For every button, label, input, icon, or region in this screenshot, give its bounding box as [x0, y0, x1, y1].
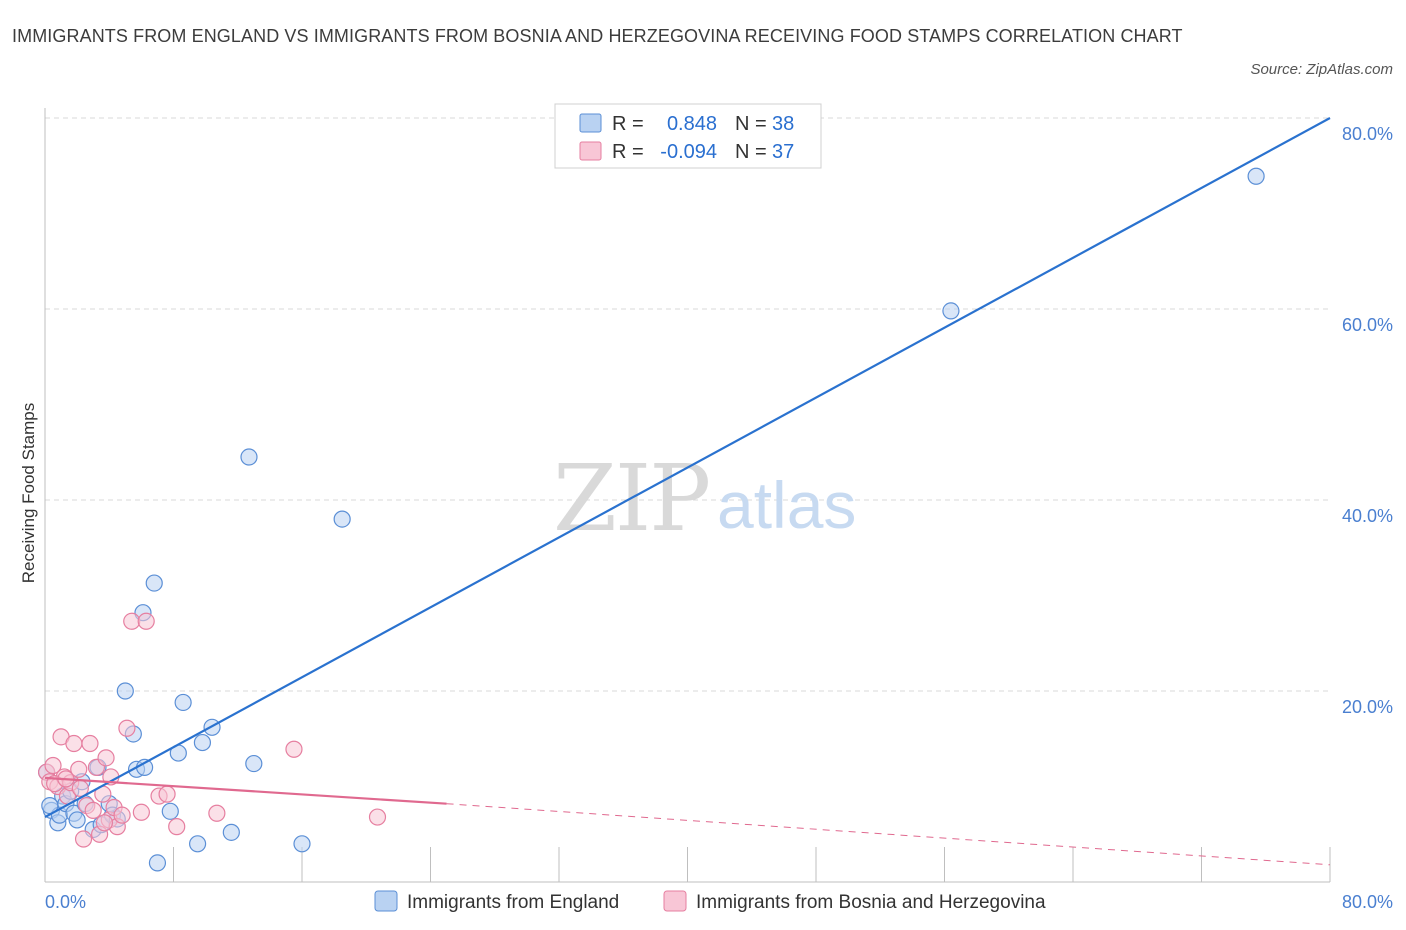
y-tick-label: 60.0% [1342, 315, 1393, 335]
legend-bosnia-swatch [663, 890, 687, 912]
england-point [293, 835, 311, 853]
stats-bosnia-r-label: R = [612, 141, 644, 163]
bosnia-point [74, 830, 93, 848]
england-point [333, 510, 351, 528]
stats-england-n-label: N = [735, 113, 767, 135]
england-point [161, 802, 179, 820]
bosnia-point [70, 760, 88, 778]
y-axis-title: Receiving Food Stamps [19, 403, 38, 583]
england-point [240, 448, 258, 466]
bosnia-point [123, 612, 141, 630]
england-point [116, 682, 134, 700]
bosnia-point [95, 814, 114, 832]
england-point [145, 574, 163, 592]
stats-england-r: 0.848 [667, 113, 717, 135]
england-point [68, 811, 86, 829]
stats-england-n: 38 [772, 113, 794, 135]
bosnia-point [44, 756, 62, 775]
grid-layer [45, 117, 1330, 692]
trend-layer [44, 117, 1331, 866]
bosnia-point [84, 801, 102, 819]
bosnia-point [208, 804, 226, 822]
legend: Immigrants from England Immigrants from … [374, 890, 1046, 913]
bosnia-point [118, 719, 136, 737]
bosnia-point [113, 806, 131, 824]
stats-bosnia-n: 37 [772, 141, 794, 163]
england-trend-line [44, 117, 1331, 819]
stats-bosnia-r: -0.094 [660, 141, 717, 163]
england-point [193, 733, 212, 752]
england-point [1247, 167, 1265, 185]
stats-england-swatch [579, 113, 602, 133]
legend-bosnia-label: Immigrants from Bosnia and Herzegovina [696, 892, 1046, 913]
watermark-atlas: atlas [717, 468, 856, 542]
chart-title: IMMIGRANTS FROM ENGLAND VS IMMIGRANTS FR… [12, 26, 1183, 46]
bosnia-point [97, 749, 115, 767]
legend-england-swatch [374, 890, 398, 912]
source-label: Source: ZipAtlas.com [1250, 61, 1393, 78]
x-tick-label-min: 0.0% [45, 892, 86, 912]
bosnia-point [285, 740, 303, 758]
england-point [942, 302, 960, 320]
legend-england-label: Immigrants from England [407, 892, 619, 913]
bosnia-point [168, 818, 186, 836]
tick-labels: 20.0% 40.0% 60.0% 80.0% 0.0% 80.0% [45, 124, 1393, 912]
y-tick-label: 80.0% [1342, 124, 1393, 144]
stats-box: R = 0.848 N = 38 R = -0.094 N = 37 [554, 103, 822, 169]
stats-bosnia-n-label: N = [735, 141, 767, 163]
bosnia-point [137, 612, 155, 630]
england-point [148, 854, 167, 872]
stats-bosnia-swatch [579, 141, 602, 161]
bosnia-trend-line [44, 776, 447, 805]
y-tick-label: 20.0% [1342, 697, 1393, 717]
bosnia-point [158, 785, 176, 803]
y-tick-label: 40.0% [1342, 506, 1393, 526]
x-tick-label-max: 80.0% [1342, 892, 1393, 912]
england-point [222, 823, 240, 841]
bosnia-point [132, 803, 150, 821]
bosnia-point [368, 808, 387, 826]
england-point [188, 835, 207, 853]
bosnia-point [81, 734, 99, 753]
stats-england-r-label: R = [612, 113, 644, 135]
bosnia-trend-extension [446, 803, 1331, 866]
bosnia-point [65, 734, 83, 753]
axis-layer [44, 108, 1331, 883]
england-point [245, 754, 263, 773]
points-layer [38, 167, 1265, 872]
watermark: ZIP atlas [553, 445, 856, 552]
england-point [174, 693, 192, 712]
